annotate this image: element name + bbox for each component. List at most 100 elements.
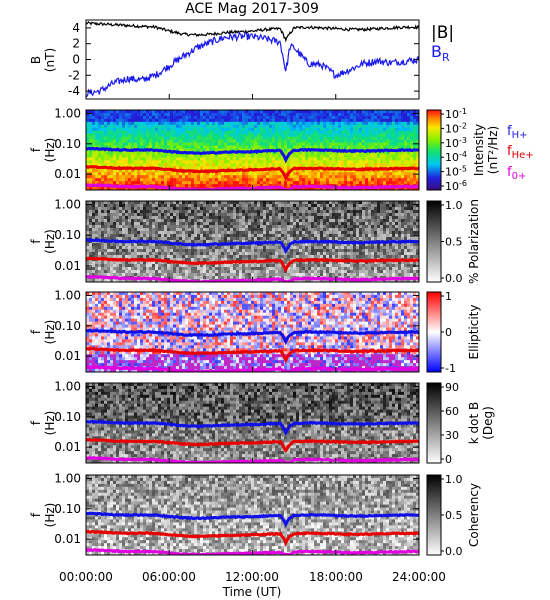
heatmap-cell (353, 163, 357, 167)
heatmap-cell (257, 184, 261, 188)
heatmap-cell (296, 133, 300, 138)
heatmap-cell (98, 252, 102, 256)
heatmap-cell (224, 184, 228, 188)
magnetic-field-y-ticks: 420-2-4 (68, 21, 420, 99)
heatmap-cell (347, 115, 351, 120)
heatmap-cell (86, 121, 90, 126)
heatmap-cell (149, 213, 153, 217)
heatmap-cell (86, 187, 90, 190)
heatmap-cell (128, 115, 132, 120)
heatmap-cell (191, 204, 195, 208)
heatmap-cell (287, 213, 291, 217)
heatmap-cell (335, 216, 339, 220)
heatmap-cell (245, 139, 249, 143)
heatmap-cell (272, 133, 276, 138)
heatmap-cell (323, 133, 327, 138)
heatmap-cell (218, 219, 222, 223)
heatmap-cell (194, 118, 198, 123)
heatmap-cell (125, 234, 129, 238)
heatmap-cell (143, 228, 147, 232)
heatmap-cell (89, 207, 93, 211)
heatmap-cell (326, 222, 330, 226)
heatmap-cell (224, 163, 228, 167)
heatmap-cell (299, 121, 303, 126)
heatmap-cell (350, 213, 354, 217)
heatmap-cell (281, 124, 285, 129)
heatmap-cell (308, 181, 312, 185)
heatmap-cell (332, 178, 336, 182)
heatmap-cell (95, 222, 99, 226)
heatmap-cell (188, 181, 192, 185)
heatmap-cell (317, 216, 321, 220)
heatmap-cell (296, 249, 300, 253)
heatmap-cell (134, 139, 138, 143)
heatmap-cell (227, 222, 231, 226)
heatmap-cell (344, 213, 348, 217)
heatmap-cell (110, 252, 114, 256)
heatmap-cell (218, 133, 222, 138)
heatmap-cell (233, 148, 237, 152)
heatmap-cell (386, 118, 390, 123)
heatmap-cell (176, 118, 180, 123)
heatmap-cell (347, 118, 351, 123)
heatmap-cell (113, 178, 117, 182)
heatmap-cell (188, 148, 192, 152)
heatmap-cell (413, 115, 417, 120)
heatmap-cell (371, 246, 375, 250)
heatmap-cell (185, 204, 189, 208)
heatmap-cell (221, 246, 225, 250)
heatmap-cell (101, 115, 105, 120)
heatmap-cell (332, 181, 336, 185)
heatmap-cell (287, 175, 291, 179)
heatmap-cell (215, 210, 219, 214)
heatmap-cell (356, 163, 360, 167)
heatmap-cell (299, 118, 303, 123)
heatmap-cell (350, 222, 354, 226)
heatmap-cell (146, 163, 150, 167)
heatmap-cell (335, 157, 339, 161)
heatmap-cell (287, 201, 291, 205)
heatmap-cell (407, 181, 411, 185)
heatmap-cell (395, 243, 399, 247)
heatmap-cell (233, 112, 237, 117)
heatmap-cell (299, 160, 303, 164)
heatmap-cell (224, 175, 228, 179)
heatmap-cell (131, 136, 135, 141)
heatmap-cell (314, 130, 318, 135)
heatmap-cell (221, 234, 225, 238)
heatmap-cell (122, 139, 126, 143)
heatmap-cell (182, 136, 186, 141)
heatmap-cell (314, 213, 318, 217)
heatmap-cell (317, 234, 321, 238)
heatmap-cell (413, 210, 417, 214)
heatmap-cell (122, 246, 126, 250)
heatmap-cell (308, 172, 312, 176)
heatmap-cell (290, 130, 294, 135)
heatmap-cell (245, 216, 249, 220)
heatmap-cell (137, 133, 141, 138)
heatmap-cell (164, 133, 168, 138)
heatmap-cell (344, 237, 348, 241)
heatmap-cell (413, 213, 417, 217)
heatmap-cell (326, 142, 330, 146)
heatmap-cell (173, 163, 177, 167)
heatmap-cell (152, 225, 156, 229)
heatmap-cell (266, 151, 270, 155)
heatmap-cell (218, 166, 222, 170)
heatmap-cell (251, 130, 255, 135)
heatmap-cell (179, 228, 183, 232)
heatmap-cell (98, 231, 102, 235)
heatmap-cell (416, 163, 419, 167)
heatmap-cell (314, 181, 318, 185)
heatmap-cell (368, 216, 372, 220)
heatmap-cell (401, 133, 405, 138)
heatmap-cell (248, 154, 252, 158)
heatmap-cell (188, 127, 192, 132)
heatmap-cell (161, 178, 165, 182)
heatmap-cell (368, 112, 372, 117)
heatmap-cell (182, 216, 186, 220)
heatmap-cell (407, 145, 411, 149)
heatmap-cell (251, 207, 255, 211)
heatmap-cell (326, 249, 330, 253)
heatmap-cell (152, 157, 156, 161)
